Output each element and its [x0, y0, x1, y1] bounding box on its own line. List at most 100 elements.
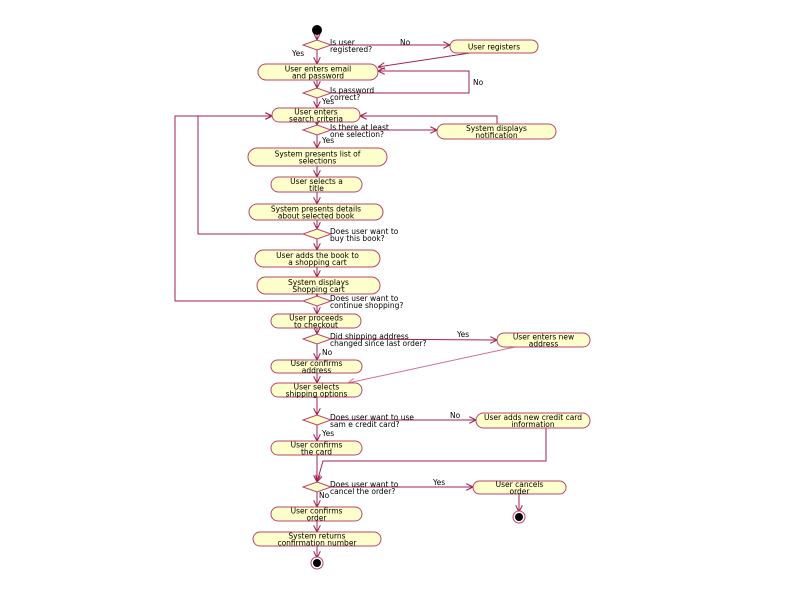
activity-label: User registers: [468, 43, 520, 52]
decision-question: correct?: [330, 93, 360, 102]
activity-shape: [270, 359, 363, 374]
decision-diamond: [301, 481, 333, 493]
activity-shape: [248, 203, 384, 221]
decision-question: Does user want to: [330, 227, 399, 236]
activity-label: address: [529, 340, 559, 349]
activity-register[interactable]: User registers: [449, 39, 539, 54]
decision-diamond: [301, 39, 333, 51]
activity-label: User confirms: [291, 441, 343, 450]
activity-shape: [496, 332, 591, 348]
transition-arrow: [378, 52, 471, 67]
activity-label: System presents list of: [275, 150, 361, 159]
guard-label-registered-yes: Yes: [291, 49, 304, 58]
decision-diamond: [301, 228, 333, 240]
guard-label-password-no: No: [473, 78, 484, 87]
activity-addcart[interactable]: User adds the book toa shopping cart: [254, 249, 381, 268]
guard-label-cancel-no: No: [319, 491, 330, 500]
activity-shape: [247, 147, 388, 167]
decision-question: continue shopping?: [330, 301, 403, 310]
activity-label: System presents details: [271, 205, 361, 214]
decision-question: Is user: [330, 38, 356, 47]
decision-question: Does user want to: [330, 480, 399, 489]
guard-label-card-yes: Yes: [321, 429, 334, 438]
activity-shape: [270, 440, 363, 456]
decision-diamond: [301, 295, 333, 307]
decision-question: Is there at least: [330, 123, 389, 132]
activity-label: order: [307, 514, 328, 523]
decision-question: changed since last order?: [330, 339, 427, 348]
decision-question: cancel the order?: [330, 487, 395, 496]
activity-label: System displays: [466, 124, 527, 133]
activity-shape: [270, 382, 363, 398]
initial-node: [312, 25, 322, 35]
transition-arrow: [317, 428, 547, 482]
edges: [174, 35, 547, 558]
activity-label: User enters: [294, 108, 337, 117]
activity-shape: [449, 39, 539, 54]
activity-label: User enters email: [285, 65, 351, 74]
activity-label: User enters new: [513, 333, 574, 342]
activity-label: information: [511, 420, 555, 429]
activity-label: System returns: [288, 532, 345, 541]
guard-label-selection-yes: Yes: [321, 136, 334, 145]
decision-question: registered?: [330, 45, 372, 54]
activity-shape: [257, 63, 379, 81]
final-node-core: [313, 559, 321, 567]
decision-question: Does user want to: [330, 294, 399, 303]
activity-label: User cancels: [496, 480, 544, 489]
activity-label: and password: [292, 72, 344, 81]
transition-arrow: [360, 116, 498, 124]
activity-label: address: [302, 366, 332, 375]
guard-label-address-no: No: [322, 348, 333, 357]
decision-diamond: [301, 333, 333, 345]
activity-label: a shopping cart: [288, 258, 347, 267]
guard-label-address-yes: Yes: [456, 330, 469, 339]
activity-label: User selects: [294, 383, 340, 392]
transition-arrow: [331, 71, 470, 94]
activity-label: User adds new credit card: [484, 413, 582, 422]
activity-label: System displays: [288, 278, 349, 287]
activity-shape: [436, 123, 557, 140]
activity-label: the card: [301, 448, 332, 457]
activity-label: notification: [475, 131, 517, 140]
activity-shape: [252, 531, 382, 547]
decision-question: sam e credit card?: [330, 420, 399, 429]
guard-label-cancel-yes: Yes: [432, 478, 445, 487]
final-node-core: [515, 513, 523, 521]
activity-label: User proceeds: [289, 314, 343, 323]
decision-diamond: [301, 124, 333, 136]
guard-label-password-yes: Yes: [321, 97, 334, 106]
activity-label: order: [510, 487, 531, 496]
activity-shape: [472, 480, 567, 495]
decision-question: Is password: [330, 86, 374, 95]
activity-shape: [271, 107, 361, 123]
decision-diamond: [301, 414, 333, 426]
activity-shape: [270, 176, 363, 193]
activity-label: User confirms: [291, 507, 343, 516]
